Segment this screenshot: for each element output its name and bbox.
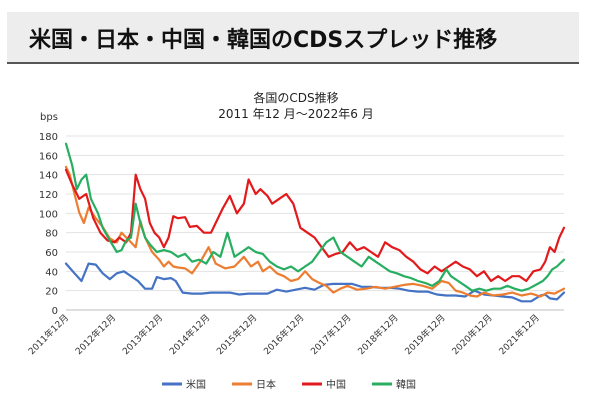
series-line-中国 <box>64 168 566 283</box>
x-tick-label: 2019年12月 <box>402 312 448 358</box>
y-tick-label: 40 <box>45 267 58 278</box>
series-lines <box>64 142 566 303</box>
x-tick-label: 2015年12月 <box>214 312 260 358</box>
legend-label: 韓国 <box>396 379 416 391</box>
series-line-韓国 <box>64 142 566 292</box>
x-tick-label: 2017年12月 <box>308 312 354 358</box>
page-heading: 米国・日本・中国・韓国のCDSスプレッド推移 <box>29 28 498 53</box>
x-tick-label: 2018年12月 <box>355 312 401 358</box>
chart-title: 各国のCDS推移 <box>253 90 338 105</box>
x-axis-ticks: 2011年12月 2012年12月 2013年12月 2014年12月 2015年12月… <box>26 312 542 358</box>
y-tick-label: 160 <box>39 151 58 162</box>
x-tick-label: 2014年12月 <box>167 312 213 358</box>
y-axis-ticks: 0 20 40 60 80 100 120 140 160 180 <box>39 132 58 317</box>
x-tick-label: 2020年12月 <box>449 312 495 358</box>
legend-label: 米国 <box>186 378 206 391</box>
series-line-米国 <box>64 262 566 303</box>
y-tick-label: 140 <box>39 171 58 182</box>
x-tick-label: 2012年12月 <box>73 312 119 358</box>
chart-subtitle: 2011 年12 月～2022年6 月 <box>218 107 373 121</box>
grid-lines <box>66 135 564 311</box>
y-axis-unit-label: bps <box>40 112 58 123</box>
x-tick-label: 2011年12月 <box>26 312 72 358</box>
page-header: 米国・日本・中国・韓国のCDSスプレッド推移 <box>7 12 579 64</box>
y-tick-label: 180 <box>39 132 58 143</box>
y-tick-label: 20 <box>45 287 58 298</box>
y-tick-label: 0 <box>52 306 58 317</box>
x-tick-label: 2013年12月 <box>120 312 166 358</box>
y-tick-label: 80 <box>45 229 58 240</box>
x-tick-label: 2016年12月 <box>261 312 307 358</box>
y-tick-label: 100 <box>39 209 58 220</box>
legend-label: 中国 <box>326 378 346 391</box>
x-tick-label: 2021年12月 <box>496 312 542 358</box>
y-tick-label: 60 <box>45 248 58 259</box>
legend: 米国 日本 中国 韓国 <box>162 378 416 391</box>
y-tick-label: 120 <box>39 190 58 201</box>
legend-label: 日本 <box>256 378 276 391</box>
